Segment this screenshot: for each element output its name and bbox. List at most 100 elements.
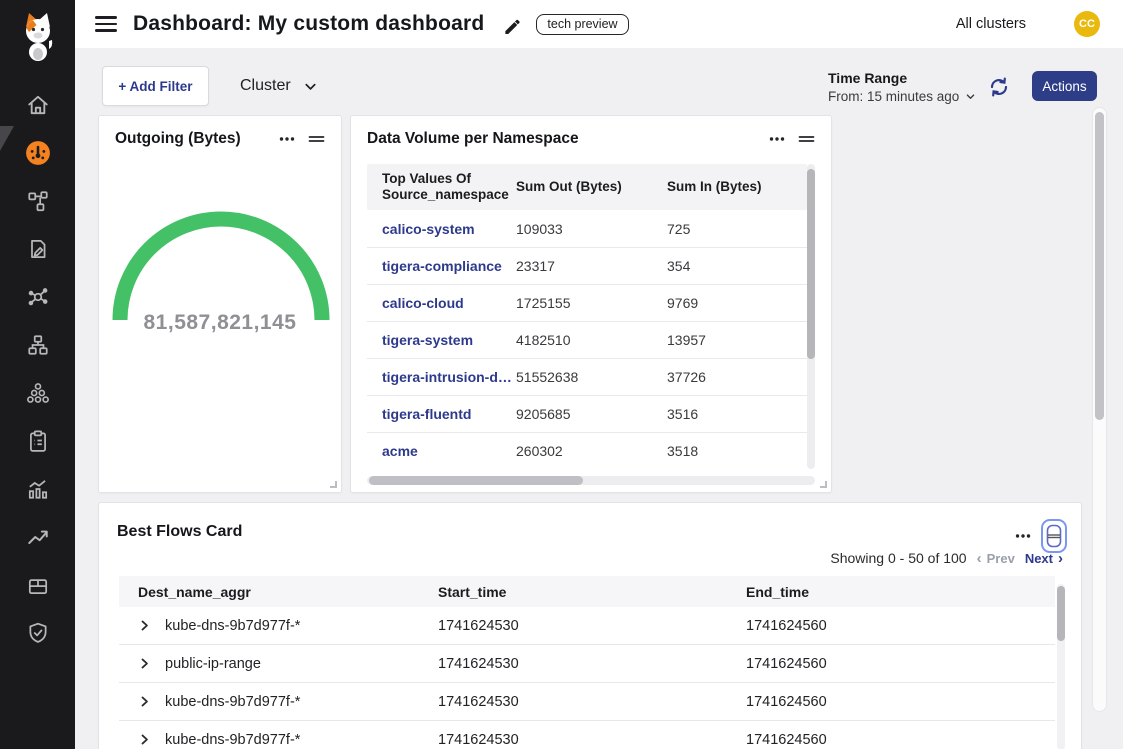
user-avatar[interactable]: CC <box>1074 11 1100 37</box>
shield-check-icon <box>28 622 47 643</box>
card-menu-button[interactable] <box>1015 533 1031 539</box>
namespace-link[interactable]: acme <box>382 443 418 459</box>
sum-out-value: 260302 <box>516 443 563 459</box>
sidebar-item-flow-visualizations[interactable] <box>0 273 75 321</box>
sidebar-item-security[interactable] <box>0 609 75 657</box>
row-expander-button[interactable] <box>138 733 151 746</box>
next-page-button[interactable]: Next › <box>1024 549 1063 567</box>
sidebar-item-reports[interactable] <box>0 465 75 513</box>
sum-out-value: 1725155 <box>516 295 571 311</box>
cluster-nodes-icon <box>26 383 49 403</box>
column-header[interactable]: Sum Out (Bytes) <box>516 178 622 194</box>
sum-out-value: 109033 <box>516 220 563 237</box>
menu-icon[interactable] <box>95 16 117 32</box>
card-resize-handle[interactable] <box>330 481 337 488</box>
column-header[interactable]: Dest_name_aggr <box>138 583 251 600</box>
chevron-left-icon: ‹ <box>976 549 982 567</box>
scrollbar-thumb[interactable] <box>1095 112 1104 420</box>
bar-chart-icon <box>28 480 47 499</box>
table-row: calico-system 109033 725 <box>367 210 807 247</box>
sidebar-item-trends[interactable] <box>0 513 75 561</box>
table-row: acme 260302 3518 <box>367 432 807 469</box>
package-icon <box>28 579 47 595</box>
column-header[interactable]: Sum In (Bytes) <box>667 178 762 194</box>
card-drag-handle-focused[interactable] <box>1041 519 1067 553</box>
tech-preview-badge: tech preview <box>536 13 629 35</box>
scrollbar-thumb[interactable] <box>369 476 583 485</box>
time-range-dropdown[interactable]: From: 15 minutes ago <box>828 89 976 104</box>
service-graph-icon <box>27 191 48 212</box>
column-header[interactable]: Top Values Of Source_namespace <box>382 170 509 202</box>
column-header[interactable]: Start_time <box>438 583 507 600</box>
sum-in-value: 354 <box>667 258 691 274</box>
document-edit-icon <box>30 239 45 259</box>
dest-name-value: kube-dns-9b7d977f-* <box>165 617 301 634</box>
sidebar-item-packages[interactable] <box>0 561 75 609</box>
sidebar-item-networking[interactable] <box>0 321 75 369</box>
card-title: Best Flows Card <box>117 523 243 540</box>
row-expander-button[interactable] <box>138 695 151 708</box>
time-range-block: Time Range From: 15 minutes ago <box>828 70 976 104</box>
table-header-row: Dest_name_aggr Start_time End_time <box>119 576 1055 607</box>
start-time-value: 1741624530 <box>438 617 519 634</box>
flows-table: Dest_name_aggr Start_time End_time kube-… <box>119 576 1055 749</box>
sum-in-value: 37726 <box>667 369 706 385</box>
table-row: public-ip-range 1741624530 1741624560 <box>119 645 1055 683</box>
card-drag-handle[interactable] <box>798 134 815 144</box>
card-title: Outgoing (Bytes) <box>115 130 241 147</box>
table-horizontal-scrollbar <box>367 476 815 485</box>
namespace-table: Top Values Of Source_namespace Sum Out (… <box>367 164 807 469</box>
sidebar-item-policies[interactable] <box>0 225 75 273</box>
add-filter-button[interactable]: + Add Filter <box>102 66 209 106</box>
table-row: tigera-system 4182510 13957 <box>367 321 807 358</box>
namespace-link[interactable]: tigera-system <box>382 332 474 348</box>
prev-page-button[interactable]: ‹ Prev <box>976 549 1015 567</box>
dest-name-value: kube-dns-9b7d977f-* <box>165 693 301 710</box>
sidebar-item-service-graph[interactable] <box>0 177 75 225</box>
sidebar-item-compliance[interactable] <box>0 417 75 465</box>
namespace-link[interactable]: tigera-fluentd <box>382 406 472 422</box>
scrollbar-thumb[interactable] <box>807 169 815 359</box>
sidebar-item-home[interactable] <box>0 81 75 129</box>
table-row: kube-dns-9b7d977f-* 1741624530 174162456… <box>119 683 1055 721</box>
table-row: tigera-intrusion-d… 51552638 37726 <box>367 358 807 395</box>
ellipsis-icon <box>1015 534 1031 538</box>
card-resize-handle[interactable] <box>820 481 827 488</box>
namespace-link[interactable]: calico-cloud <box>382 295 464 311</box>
table-row: calico-cloud 1725155 9769 <box>367 284 807 321</box>
end-time-value: 1741624560 <box>746 731 827 748</box>
column-header[interactable]: End_time <box>746 583 810 600</box>
data-volume-card: Data Volume per Namespace Top Values Of … <box>350 115 832 493</box>
time-range-label: Time Range <box>828 70 908 86</box>
outgoing-bytes-card: Outgoing (Bytes) 81,587,821,145 <box>98 115 342 493</box>
table-header-row: Top Values Of Source_namespace Sum Out (… <box>367 164 807 210</box>
dest-name-value: kube-dns-9b7d977f-* <box>165 731 301 748</box>
table-row: kube-dns-9b7d977f-* 1741624530 174162456… <box>119 721 1055 749</box>
namespace-link[interactable]: calico-system <box>382 220 475 237</box>
chevron-right-icon: › <box>1058 549 1063 567</box>
actions-button[interactable]: Actions <box>1032 71 1097 101</box>
card-menu-button[interactable] <box>279 136 295 142</box>
row-expander-button[interactable] <box>138 657 151 670</box>
sidebar-item-nodes[interactable] <box>0 369 75 417</box>
cluster-selector[interactable]: All clusters <box>955 16 1026 32</box>
gauge-arc <box>112 211 330 321</box>
refresh-button[interactable] <box>987 75 1011 99</box>
cluster-filter-dropdown[interactable]: Cluster <box>240 74 318 98</box>
sidebar-item-dashboards[interactable] <box>0 129 75 177</box>
namespace-link[interactable]: tigera-intrusion-d… <box>382 369 512 385</box>
card-drag-handle[interactable] <box>308 134 325 144</box>
edit-dashboard-button[interactable] <box>503 15 522 34</box>
dest-name-value: public-ip-range <box>165 655 261 672</box>
row-expander-button[interactable] <box>138 619 151 632</box>
scrollbar-thumb[interactable] <box>1057 586 1065 641</box>
gauge-value: 81,587,821,145 <box>143 311 297 334</box>
start-time-value: 1741624530 <box>438 731 519 748</box>
end-time-value: 1741624560 <box>746 655 827 672</box>
card-menu-button[interactable] <box>769 136 785 142</box>
start-time-value: 1741624530 <box>438 655 519 672</box>
home-icon <box>27 95 48 115</box>
namespace-link[interactable]: tigera-compliance <box>382 258 502 274</box>
calico-logo[interactable] <box>0 0 75 66</box>
